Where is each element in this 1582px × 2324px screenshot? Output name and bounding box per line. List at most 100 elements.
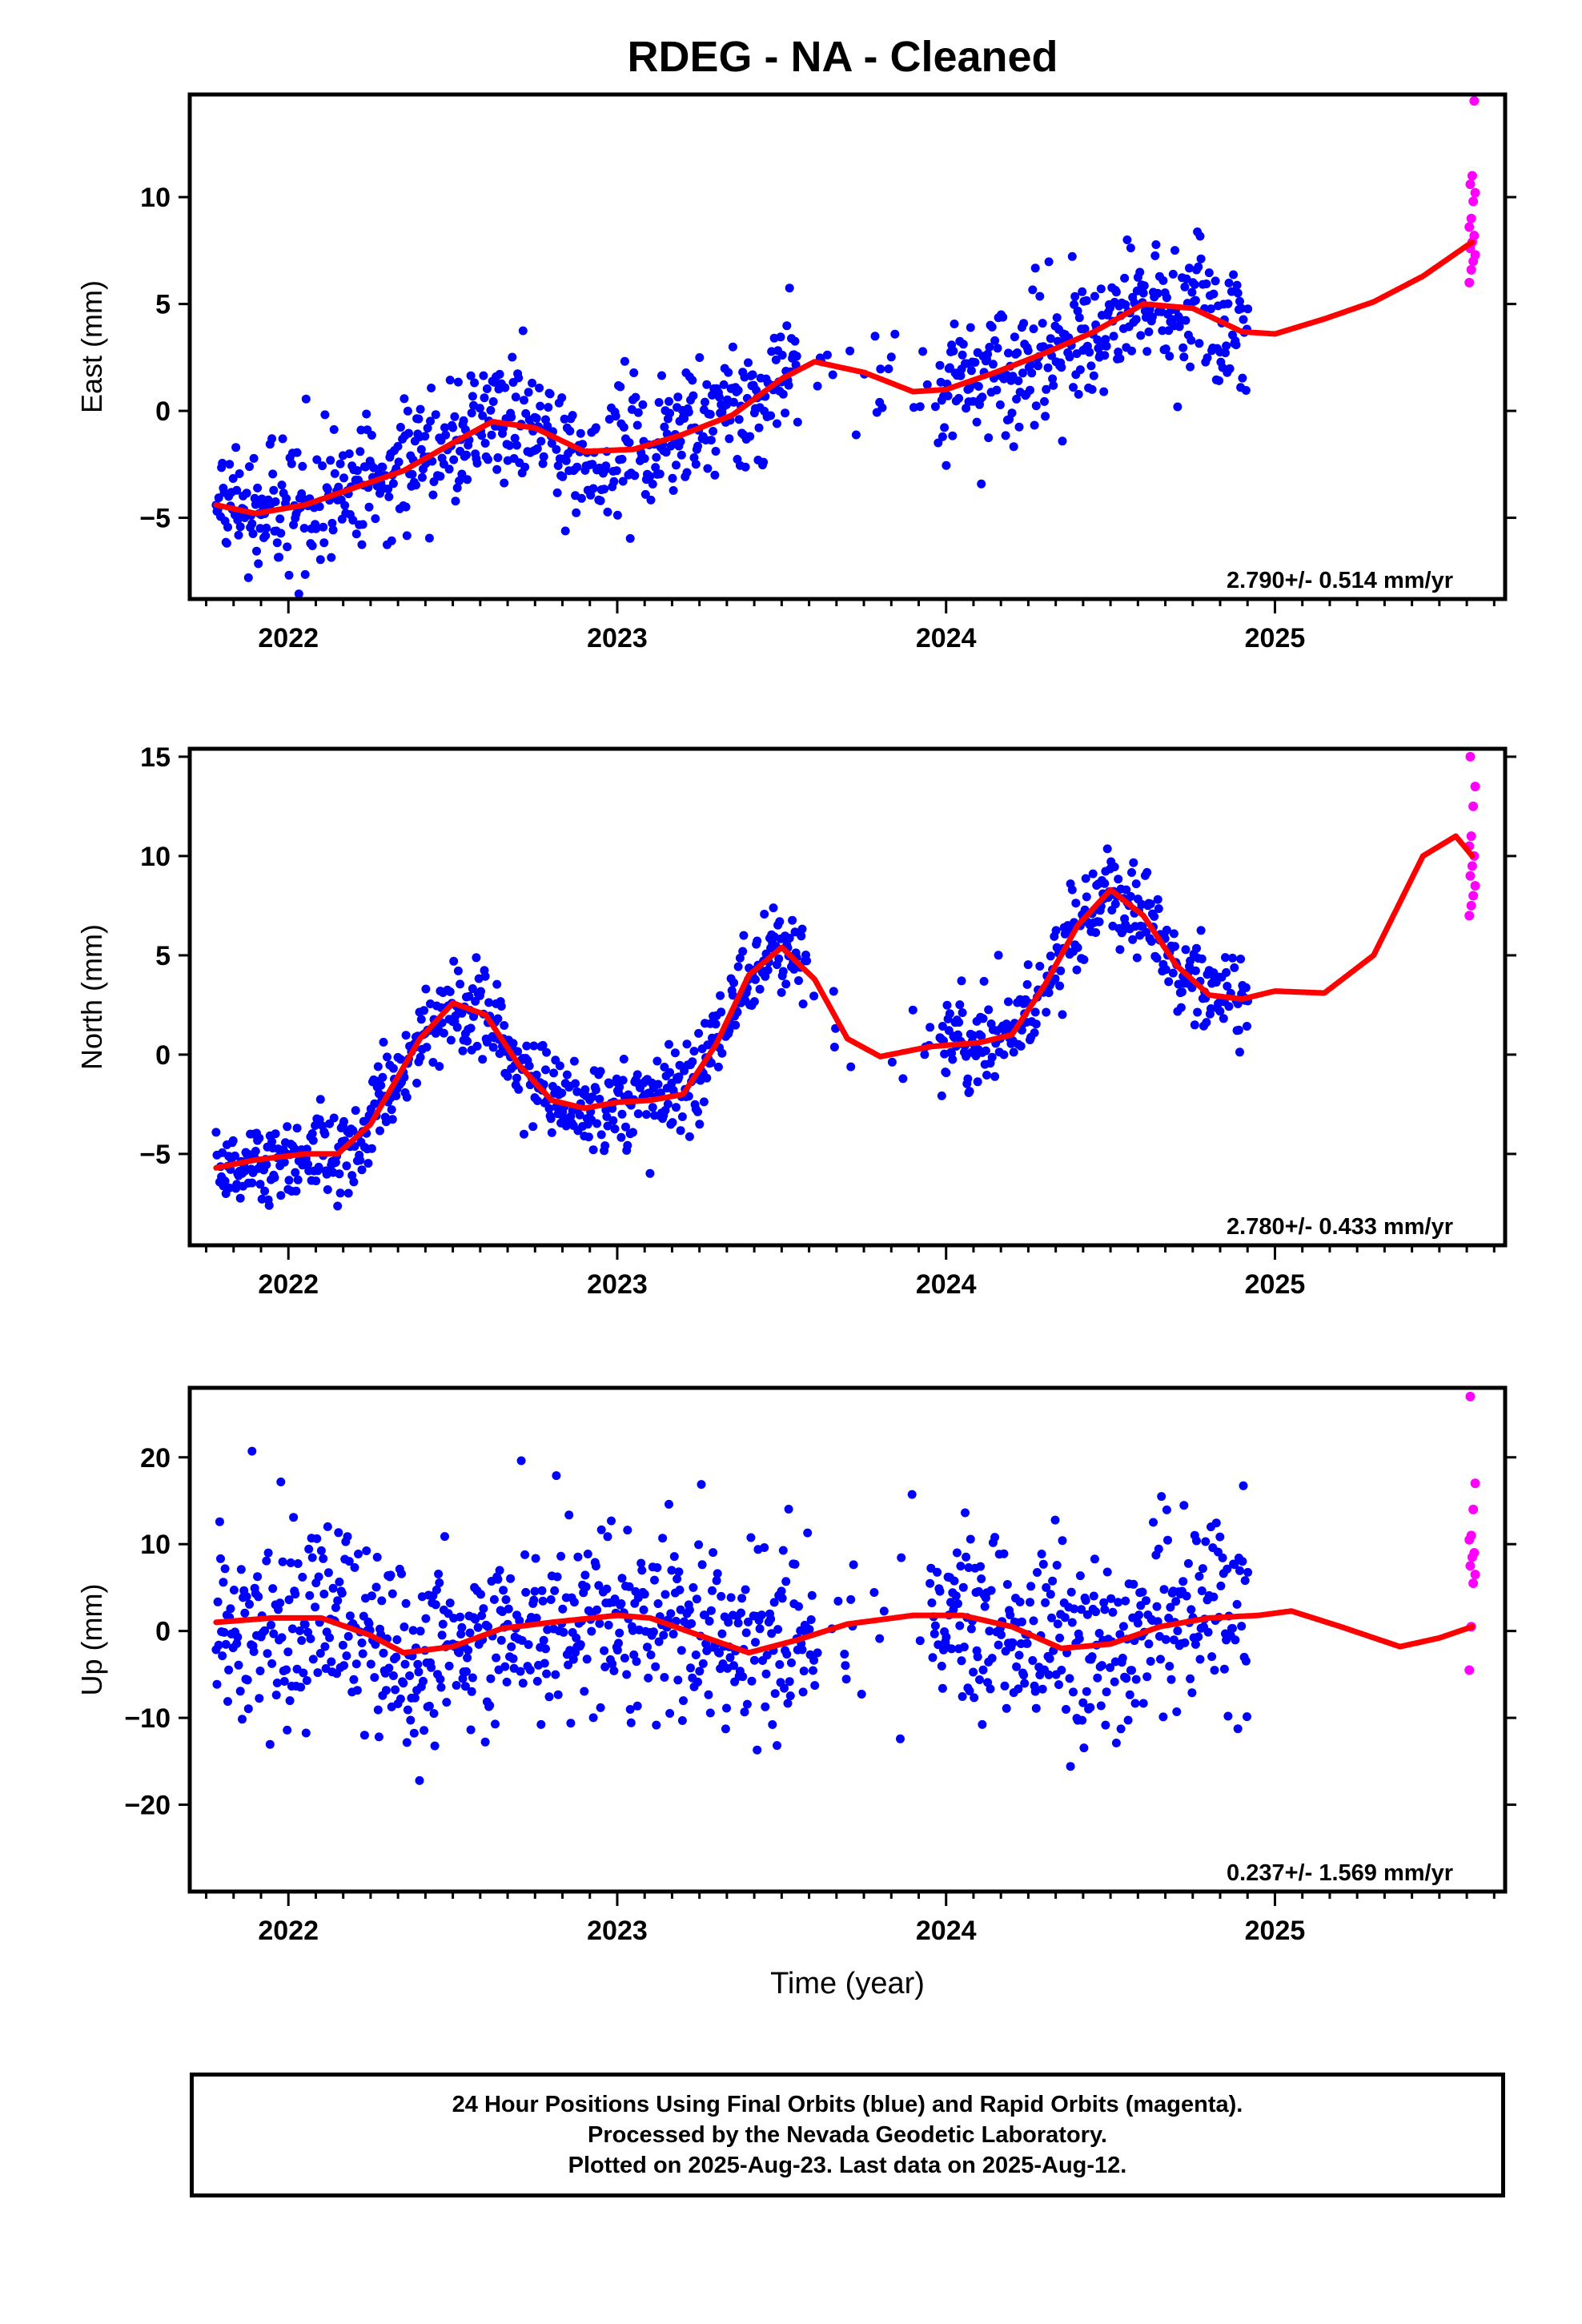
up-final-point — [338, 1640, 347, 1650]
up-final-point — [388, 1671, 398, 1680]
east-final-point — [272, 538, 282, 548]
up-final-point — [1052, 1561, 1062, 1570]
up-final-point — [1179, 1501, 1189, 1510]
east-final-point — [983, 349, 993, 359]
up-ytick-label: 20 — [140, 1443, 171, 1474]
up-final-point — [242, 1592, 251, 1602]
east-final-point — [507, 412, 516, 422]
up-final-point — [374, 1732, 383, 1742]
north-final-point — [1055, 981, 1065, 991]
east-final-point — [514, 373, 524, 383]
east-final-point — [388, 479, 398, 489]
north-final-point — [329, 1113, 339, 1123]
east-final-point — [1111, 287, 1121, 297]
east-xtick-label: 2023 — [587, 623, 648, 653]
east-final-point — [1222, 341, 1231, 351]
up-final-point — [1022, 1638, 1032, 1648]
up-final-point — [933, 1567, 942, 1577]
up-final-point — [1118, 1622, 1128, 1631]
east-final-point — [603, 507, 612, 517]
up-final-point — [693, 1677, 702, 1687]
north-final-point — [955, 1000, 965, 1010]
north-final-point — [333, 1201, 343, 1211]
east-final-point — [640, 489, 650, 499]
east-final-point — [340, 501, 350, 510]
up-final-point — [279, 1677, 289, 1686]
east-final-point — [576, 428, 585, 438]
north-final-point — [500, 1021, 509, 1030]
east-final-point — [1173, 402, 1182, 412]
up-final-point — [1201, 1537, 1211, 1546]
east-final-point — [299, 524, 309, 533]
up-final-point — [704, 1690, 713, 1699]
east-final-point — [1090, 292, 1099, 301]
north-final-point — [1196, 926, 1206, 935]
east-final-point — [318, 461, 327, 471]
east-final-point — [1034, 361, 1043, 371]
up-final-point — [495, 1566, 504, 1575]
east-rapid-point — [1469, 96, 1480, 107]
up-final-point — [277, 1633, 287, 1642]
east-final-point — [268, 469, 278, 479]
up-ytick-label: 0 — [155, 1617, 171, 1647]
up-final-point — [952, 1548, 962, 1558]
up-final-point — [1101, 1720, 1110, 1730]
north-final-point — [1241, 983, 1251, 992]
north-final-point — [920, 1050, 930, 1059]
up-final-point — [345, 1611, 355, 1621]
north-final-point — [456, 979, 465, 989]
up-final-point — [516, 1456, 526, 1466]
east-final-point — [715, 392, 724, 402]
up-final-point — [741, 1628, 751, 1638]
up-final-point — [738, 1672, 748, 1682]
up-final-point — [596, 1703, 605, 1712]
east-final-point — [393, 441, 403, 451]
up-final-point — [1026, 1598, 1034, 1607]
up-final-point — [485, 1701, 495, 1711]
up-final-point — [698, 1659, 708, 1668]
east-final-point — [1144, 327, 1154, 336]
up-final-point — [223, 1697, 232, 1707]
up-final-point — [215, 1517, 224, 1526]
east-final-point — [253, 483, 263, 493]
east-final-point — [1179, 352, 1189, 362]
north-final-point — [591, 1085, 600, 1095]
up-final-point — [1231, 1635, 1240, 1645]
up-final-point — [1149, 1518, 1158, 1527]
up-final-point — [1127, 1666, 1136, 1675]
north-final-point — [292, 1124, 302, 1133]
north-final-point — [618, 1076, 628, 1085]
up-final-point — [1144, 1639, 1154, 1649]
up-final-point — [319, 1590, 329, 1598]
east-final-point — [693, 441, 702, 451]
up-final-point — [695, 1667, 705, 1676]
up-final-point — [994, 1640, 1003, 1650]
north-final-point — [695, 1120, 705, 1129]
north-final-point — [512, 1073, 521, 1083]
east-xtick-label: 2025 — [1245, 623, 1306, 653]
east-final-point — [424, 533, 434, 543]
north-final-point — [283, 1122, 292, 1132]
up-final-point — [240, 1608, 250, 1618]
east-final-point — [289, 520, 299, 529]
east-final-point — [552, 444, 561, 454]
east-final-point — [782, 321, 792, 331]
east-final-point — [547, 439, 556, 448]
east-final-point — [701, 397, 709, 407]
up-final-point — [937, 1662, 946, 1671]
east-final-point — [222, 538, 231, 548]
east-final-point — [1241, 386, 1251, 395]
up-final-point — [617, 1574, 627, 1583]
up-final-point — [733, 1618, 743, 1628]
up-final-point — [350, 1562, 359, 1572]
up-final-point — [435, 1578, 444, 1587]
east-final-point — [228, 474, 238, 483]
east-final-point — [958, 340, 968, 349]
east-final-point — [315, 555, 325, 565]
east-final-point — [719, 380, 729, 389]
east-final-point — [725, 434, 734, 444]
east-final-point — [1099, 387, 1109, 396]
east-final-point — [729, 397, 738, 407]
up-final-point — [415, 1775, 424, 1785]
